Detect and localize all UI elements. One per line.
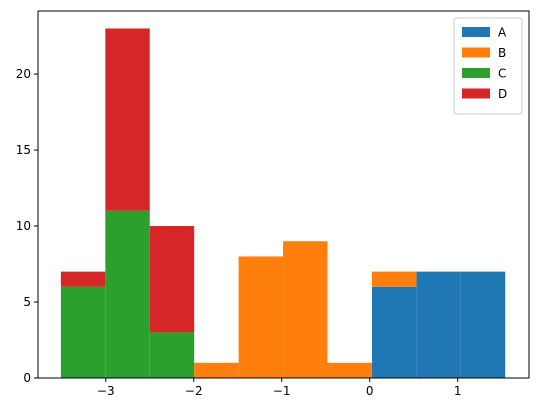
bar-B-bin-3 xyxy=(194,362,239,378)
y-tick-label: 5 xyxy=(23,295,31,309)
legend-swatch-D xyxy=(462,88,490,99)
y-tick-label: 15 xyxy=(16,143,31,157)
bar-B-bin-7 xyxy=(371,271,417,287)
bar-B-bin-5 xyxy=(283,241,328,378)
plot-frame xyxy=(37,10,530,379)
bar-C-bin-0 xyxy=(60,286,106,378)
bar-D-bin-1 xyxy=(105,28,150,211)
y-tick-label: 0 xyxy=(23,371,31,385)
legend-label-C: C xyxy=(498,67,506,81)
bar-B-bin-6 xyxy=(327,362,372,378)
y-tick-label: 20 xyxy=(16,67,31,81)
legend-label-D: D xyxy=(498,87,507,101)
legend-swatch-A xyxy=(462,27,490,37)
bar-A-bin-7 xyxy=(371,286,417,378)
x-tick-label: 0 xyxy=(366,384,374,398)
bar-A-bin-9 xyxy=(460,271,506,378)
bars-layer xyxy=(60,28,506,378)
legend-swatch-B xyxy=(462,47,490,58)
y-axis: 0 5 10 15 20 xyxy=(16,67,38,385)
bar-D-bin-2 xyxy=(149,226,195,333)
bar-D-bin-0 xyxy=(60,271,106,287)
x-tick-label: −1 xyxy=(273,384,291,398)
bar-B-bin-4 xyxy=(238,256,284,378)
y-tick-label: 10 xyxy=(16,219,31,233)
bar-C-bin-2 xyxy=(149,332,195,378)
bar-A-bin-8 xyxy=(416,271,461,378)
bar-C-bin-1 xyxy=(105,210,150,378)
x-axis: −3 −2 −1 0 1 xyxy=(97,378,462,398)
x-tick-label: 1 xyxy=(454,384,462,398)
legend-swatch-C xyxy=(462,68,490,78)
legend-label-A: A xyxy=(498,26,507,40)
x-tick-label: −2 xyxy=(185,384,203,398)
legend-label-B: B xyxy=(498,46,506,60)
x-tick-label: −3 xyxy=(97,384,115,398)
